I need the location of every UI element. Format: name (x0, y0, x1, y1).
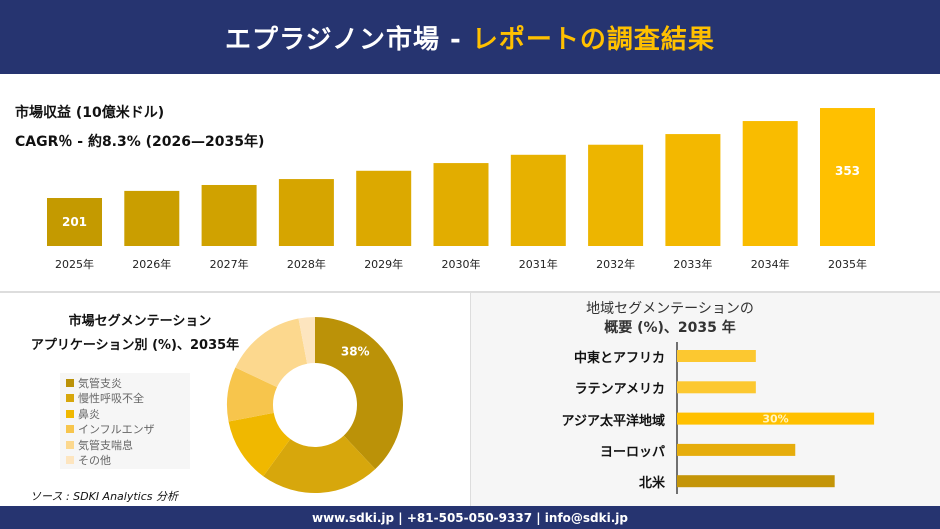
year-tick-label: 2032年 (596, 257, 635, 271)
region-bar (677, 443, 796, 456)
cagr-label: CAGR％ - 約8.3% (2026—2035年) (15, 134, 265, 150)
legend-swatch (66, 425, 74, 434)
revenue-bar (588, 144, 644, 246)
region-label: アジア太平洋地域 (561, 413, 665, 429)
year-tick-label: 2027年 (210, 257, 249, 271)
revenue-bar (742, 121, 798, 246)
region-bar (677, 381, 756, 394)
year-tick-label: 2026年 (132, 257, 171, 271)
legend-label: 気管支炎 (78, 376, 122, 390)
legend-swatch (66, 378, 74, 387)
region-label: 中東とアフリカ (573, 351, 665, 366)
bar-data-label: 353 (835, 164, 860, 178)
donut-slice (298, 317, 315, 364)
year-tick-label: 2031年 (519, 257, 558, 271)
revenue-bar (665, 134, 721, 246)
legend-swatch (66, 409, 74, 418)
region-data-label: 30% (762, 413, 788, 426)
revenue-bar (124, 190, 180, 246)
region-label: 北米 (638, 476, 665, 492)
legend-item: 鼻炎 (66, 406, 184, 422)
year-tick-label: 2028年 (287, 257, 326, 271)
source-note: ソース : SDKI Analytics 分析 (30, 490, 179, 503)
region-panel (471, 293, 940, 506)
legend-label: 鼻炎 (78, 407, 100, 421)
legend-label: 慢性呼吸不全 (78, 392, 144, 406)
year-tick-label: 2029年 (364, 257, 403, 271)
year-tick-label: 2025年 (55, 257, 94, 271)
region-bar (677, 475, 835, 488)
region-title: 地域セグメンテーションの (586, 301, 754, 317)
slice-data-label: 38% (341, 344, 370, 358)
revenue-bar (820, 108, 875, 246)
footer-contact: www.sdki.jp | +81-505-050-9337 | info@sd… (0, 506, 940, 529)
pie-title: 市場セグメンテーション (68, 314, 212, 329)
revenue-bar (278, 179, 334, 246)
legend-swatch (66, 440, 74, 449)
legend-item: インフルエンザ (66, 422, 184, 438)
year-tick-label: 2034年 (751, 257, 790, 271)
year-tick-label: 2033年 (673, 257, 712, 271)
pie-subtitle: アプリケーション別 (%)、2035年 (30, 338, 240, 353)
region-label: ラテンアメリカ (574, 382, 665, 398)
legend-label: インフルエンザ (78, 423, 155, 437)
page-title: エプラジノン市場 - レポートの調査結果 (225, 24, 715, 55)
donut-slice (315, 317, 403, 470)
vertical-divider (470, 293, 471, 506)
legend-label: 気管支喘息 (78, 438, 133, 452)
donut-slice (226, 367, 277, 422)
legend-label: その他 (78, 454, 111, 468)
legend-item: 気管支喘息 (66, 437, 184, 453)
revenue-bar (510, 154, 566, 246)
header-banner: エプラジノン市場 - レポートの調査結果 (0, 0, 940, 74)
region-bar (677, 412, 875, 425)
revenue-bar (356, 170, 412, 246)
year-tick-label: 2030年 (442, 257, 481, 271)
donut-slice (263, 435, 376, 493)
region-label: ヨーロッパ (599, 444, 665, 460)
revenue-bar (433, 163, 489, 246)
revenue-bar (47, 198, 102, 246)
donut-slice (235, 318, 308, 388)
revenue-label: 市場収益 (10億米ドル) (15, 105, 165, 121)
legend-swatch (66, 456, 74, 465)
pie-legend: 気管支炎慢性呼吸不全 鼻炎インフルエンザ 気管支喘息その他 (60, 373, 190, 469)
revenue-bar (201, 184, 257, 246)
legend-item: その他 (66, 453, 184, 469)
region-subtitle: 概要 (%)、2035 年 (604, 320, 736, 336)
bar-data-label: 201 (62, 215, 87, 229)
donut-slice (228, 412, 291, 477)
legend-item: 慢性呼吸不全 (66, 391, 184, 407)
legend-swatch (66, 394, 74, 403)
legend-item: 気管支炎 (66, 375, 184, 391)
region-bar (677, 350, 756, 362)
year-tick-label: 2035年 (828, 257, 867, 271)
divider (0, 291, 940, 293)
